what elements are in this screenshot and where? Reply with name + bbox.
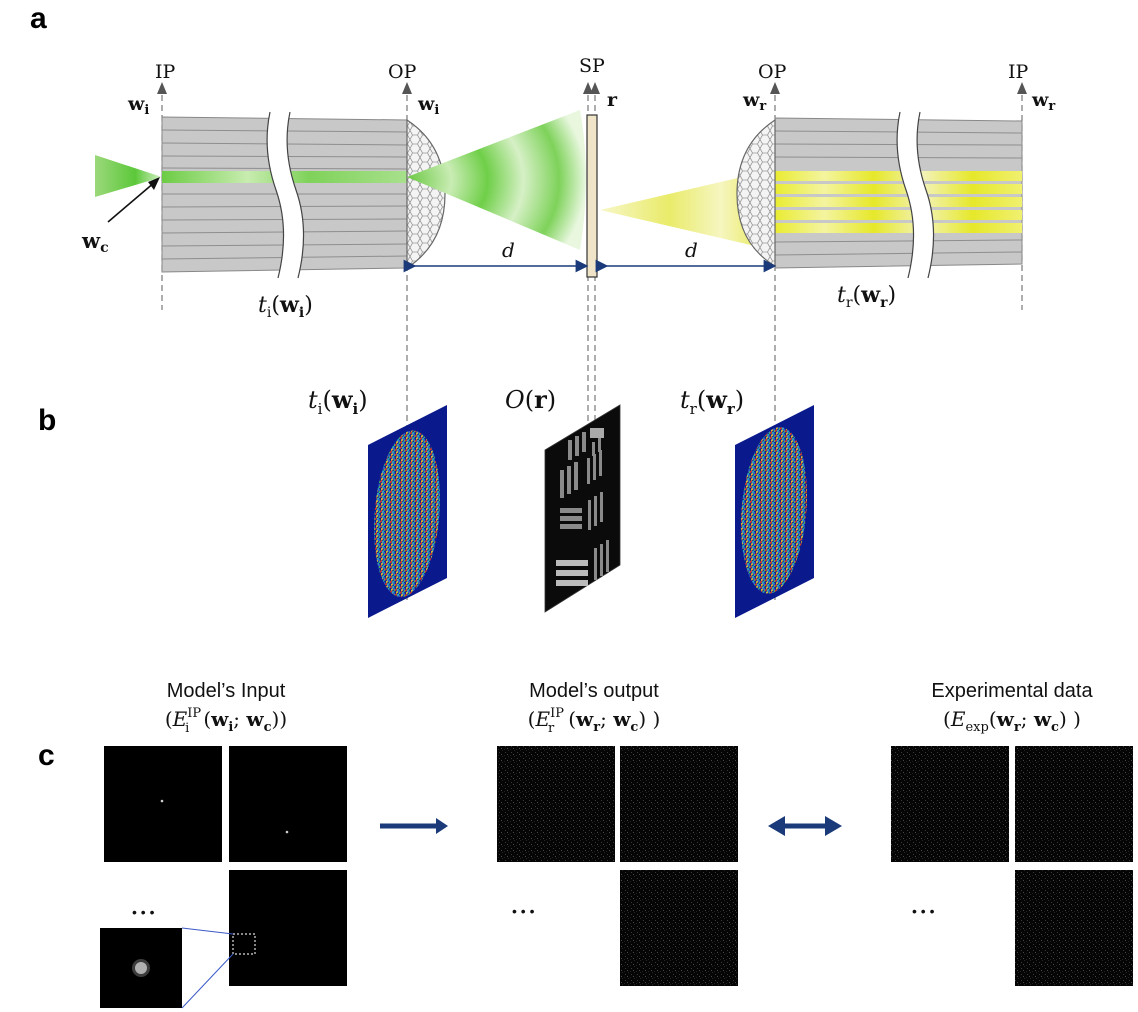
input-beam xyxy=(95,155,162,197)
label-ip-left: IP xyxy=(155,61,176,83)
label-ti-panel-b: ti(wi) xyxy=(308,385,368,418)
label-op-left: OP xyxy=(388,61,417,83)
ti-phase-map xyxy=(368,405,447,618)
label-wi-ip: wi xyxy=(127,93,149,118)
label-tr-panel-b: tr(wr) xyxy=(680,385,744,418)
output-tile-1 xyxy=(497,746,615,862)
double-arrow xyxy=(825,816,842,836)
exp-formula: (Eexp(wr; wc) ) xyxy=(943,707,1081,735)
output-tile-2 xyxy=(620,746,738,862)
input-ellipsis: • • • xyxy=(132,904,155,920)
output-title: Model’s output xyxy=(529,680,659,702)
label-r-sp: r xyxy=(607,89,618,111)
exp-tile-3 xyxy=(1015,870,1133,986)
distance-label-left: d xyxy=(502,238,515,262)
panel-label-a: a xyxy=(30,2,47,35)
panel-b: ti(wi) O(r) tr(wr) xyxy=(308,385,814,618)
label-op-right: OP xyxy=(758,61,787,83)
input-tile-3 xyxy=(229,870,347,986)
panel-label-c: c xyxy=(38,739,55,772)
exp-tile-1 xyxy=(891,746,1009,862)
panel-c: Model’s Input (EIP i (wi; wc)) Model’s out… xyxy=(100,680,1133,1009)
object-usaf-target xyxy=(544,404,621,613)
label-wr-ip: wr xyxy=(1031,89,1055,114)
exp-ellipsis: • • • xyxy=(912,903,935,919)
label-ip-right: IP xyxy=(1008,61,1029,83)
input-tile-2 xyxy=(229,746,347,862)
output-ellipsis: • • • xyxy=(512,903,535,919)
optical-setup: d d IP OP SP OP IP wi wi r wr wr wc ti(w… xyxy=(81,55,1055,600)
output-formula: (EIP r (wr; wc) ) xyxy=(528,706,661,736)
exp-title: Experimental data xyxy=(931,680,1093,702)
fiber-bundle-left xyxy=(161,111,446,279)
yellow-cone xyxy=(600,170,772,250)
input-title: Model’s Input xyxy=(167,680,286,702)
fiber-bundle-right xyxy=(736,111,1023,279)
tr-phase-map xyxy=(735,405,814,618)
exp-tile-2 xyxy=(1015,746,1133,862)
label-object: O(r) xyxy=(505,385,556,414)
label-tr-panel-a: tr(wr) xyxy=(837,282,896,311)
label-ti-panel-a: ti(wi) xyxy=(258,292,313,321)
sample-plate xyxy=(586,114,598,278)
input-tile-1 xyxy=(104,746,222,862)
distance-label-right: d xyxy=(685,238,698,262)
output-tile-3 xyxy=(620,870,738,986)
label-sp: SP xyxy=(579,55,605,77)
panel-label-b: b xyxy=(38,404,56,437)
input-formula: (EIP i (wi; wc)) xyxy=(165,706,287,736)
green-cone xyxy=(407,110,586,250)
wc-pointer xyxy=(107,181,156,223)
label-wr-op: wr xyxy=(742,89,766,114)
label-wi-op: wi xyxy=(417,93,439,118)
right-arrow xyxy=(436,818,448,834)
label-wc: wc xyxy=(81,228,109,256)
